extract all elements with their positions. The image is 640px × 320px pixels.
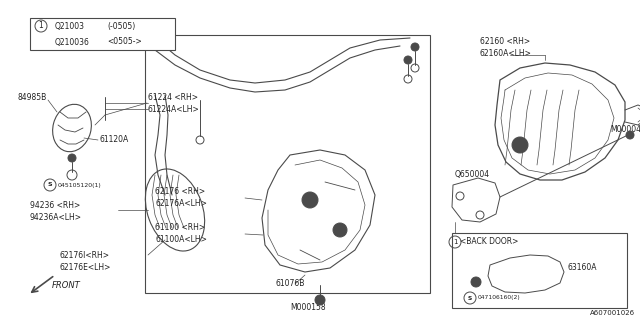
- Text: 62160 <RH>: 62160 <RH>: [480, 37, 530, 46]
- Text: <BACK DOOR>: <BACK DOOR>: [460, 236, 518, 245]
- Text: 045105120(1): 045105120(1): [58, 182, 102, 188]
- Circle shape: [404, 56, 412, 64]
- Text: Q210036: Q210036: [55, 37, 90, 46]
- Text: FRONT: FRONT: [52, 281, 81, 290]
- Text: 62176 <RH>: 62176 <RH>: [155, 188, 205, 196]
- Text: 62176I<RH>: 62176I<RH>: [60, 251, 110, 260]
- Circle shape: [302, 192, 318, 208]
- Text: 047106160(2): 047106160(2): [478, 295, 521, 300]
- Text: 62176E<LH>: 62176E<LH>: [60, 262, 111, 271]
- Text: 61100A<LH>: 61100A<LH>: [155, 236, 207, 244]
- Text: M000158: M000158: [290, 302, 326, 311]
- Text: (-0505): (-0505): [107, 21, 135, 30]
- Text: <0505->: <0505->: [107, 37, 141, 46]
- Text: 61224 <RH>: 61224 <RH>: [148, 92, 198, 101]
- Text: 61076B: 61076B: [275, 279, 305, 289]
- Text: 94236 <RH>: 94236 <RH>: [30, 201, 80, 210]
- Bar: [30, 18, 175, 50]
- Text: 61224A<LH>: 61224A<LH>: [148, 105, 200, 114]
- Text: 61100 <RH>: 61100 <RH>: [155, 223, 205, 233]
- Text: 1: 1: [38, 21, 44, 30]
- Bar: [452, 233, 627, 308]
- Text: Q650004: Q650004: [455, 171, 490, 180]
- Text: 62176A<LH>: 62176A<LH>: [155, 199, 207, 209]
- Circle shape: [471, 277, 481, 287]
- Text: 63160A: 63160A: [567, 263, 596, 273]
- Text: 61120A: 61120A: [100, 135, 129, 145]
- Circle shape: [512, 137, 528, 153]
- Circle shape: [315, 295, 325, 305]
- Text: S: S: [468, 295, 472, 300]
- Circle shape: [411, 43, 419, 51]
- Text: A607001026: A607001026: [590, 310, 635, 316]
- Circle shape: [68, 154, 76, 162]
- Text: 94236A<LH>: 94236A<LH>: [30, 212, 82, 221]
- Bar: [145, 35, 430, 293]
- Text: M00004: M00004: [610, 125, 640, 134]
- Circle shape: [333, 223, 347, 237]
- Circle shape: [626, 131, 634, 139]
- Text: 1: 1: [452, 239, 457, 245]
- Text: 61264: 61264: [472, 233, 496, 242]
- Text: 84985B: 84985B: [18, 92, 47, 101]
- Text: Q21003: Q21003: [55, 21, 85, 30]
- Text: S: S: [48, 182, 52, 188]
- Text: 62160A<LH>: 62160A<LH>: [480, 50, 532, 59]
